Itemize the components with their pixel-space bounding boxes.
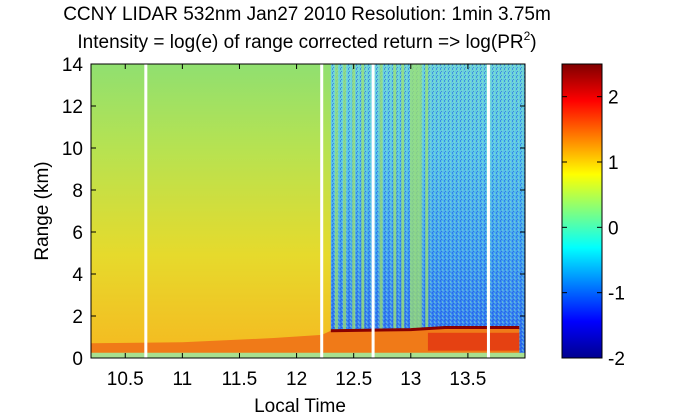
colorbar-tick-label-0: -2 — [608, 349, 625, 370]
data-gap-2 — [371, 64, 375, 358]
chart-subtitle: Intensity = log(e) of range corrected re… — [77, 29, 536, 53]
y-tick-label-2: 4 — [72, 265, 83, 286]
colorbar-tick-label-3: 1 — [608, 153, 619, 174]
subtitle-main: Intensity = log(e) of range corrected re… — [77, 32, 523, 53]
colorbar-tick-label-2: 0 — [608, 218, 619, 239]
cloud-column-7 — [410, 64, 417, 358]
x-tick-label-0: 10.5 — [107, 369, 144, 390]
y-axis-label: Range (km) — [32, 161, 53, 260]
colorbar-tick-label-4: 2 — [608, 88, 619, 109]
subtitle-superscript: 2 — [524, 29, 531, 43]
x-tick-label-2: 11.5 — [222, 369, 258, 390]
cloud-column-2 — [352, 64, 356, 358]
y-tick-label-6: 12 — [62, 97, 83, 118]
boundary-layer-top — [330, 326, 520, 333]
x-axis-label: Local Time — [254, 396, 346, 417]
data-gap-1 — [320, 64, 324, 358]
x-tick-label-1: 11 — [173, 369, 193, 390]
cloud-column-6 — [401, 64, 405, 358]
subtitle-end: ) — [530, 32, 536, 53]
cloud-column-0 — [335, 64, 339, 358]
colorbar: -2 -1 0 1 2 — [561, 63, 625, 370]
cloud-column-3 — [361, 64, 365, 358]
y-tick-label-1: 2 — [72, 307, 83, 328]
x-tick-label-6: 13.5 — [449, 369, 486, 390]
surface-strip — [91, 352, 525, 358]
y-tick-label-0: 0 — [72, 349, 83, 370]
aerosol-patch — [427, 332, 520, 351]
cloud-column-8 — [415, 64, 422, 358]
y-axis: 0 2 4 6 8 10 12 14 — [62, 55, 525, 370]
x-tick-label-3: 12 — [286, 369, 307, 390]
x-axis: 10.5 11 11.5 12 12.5 13 13.5 — [107, 64, 486, 390]
y-tick-label-5: 10 — [62, 139, 83, 160]
y-tick-label-7: 14 — [62, 55, 84, 76]
colorbar-gradient — [561, 63, 603, 359]
boundary-layer — [91, 327, 520, 358]
y-tick-label-3: 6 — [72, 223, 83, 244]
cloud-column-1 — [343, 64, 347, 358]
cloud-column-5 — [393, 64, 397, 358]
data-gap-0 — [144, 64, 148, 358]
cloud-column-4 — [379, 64, 383, 358]
data-gap-3 — [486, 64, 490, 358]
plot-area — [91, 64, 525, 358]
x-tick-label-5: 13 — [400, 369, 421, 390]
y-tick-label-4: 8 — [72, 181, 83, 202]
plot-frame — [90, 63, 526, 359]
cloud-column-9 — [425, 64, 429, 358]
chart-title: CCNY LIDAR 532nm Jan27 2010 Resolution: … — [63, 4, 551, 25]
x-tick-label-4: 12.5 — [335, 369, 372, 390]
colorbar-tick-label-1: -1 — [608, 284, 625, 305]
